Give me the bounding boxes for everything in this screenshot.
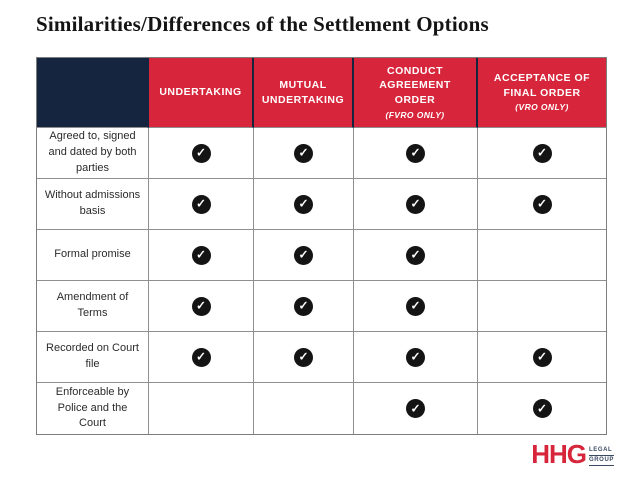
column-header-sublabel: (VRO ONLY) (515, 102, 569, 113)
table-cell: ✓ (254, 281, 354, 332)
check-icon: ✓ (191, 296, 211, 316)
column-header-mutual-undertaking: MUTUAL UNDERTAKING (254, 58, 354, 128)
check-icon: ✓ (191, 194, 211, 214)
check-icon: ✓ (294, 194, 313, 214)
table-cell: ✓ (478, 281, 606, 332)
row-label: Amendment of Terms (56, 291, 129, 319)
column-header-label: UNDERTAKING (159, 86, 242, 99)
check-icon: ✓ (532, 194, 552, 214)
check-icon: ✓ (406, 296, 425, 316)
column-header-label: MUTUAL UNDERTAKING (261, 78, 345, 106)
table-cell: ✓ (149, 179, 254, 230)
table-cell: ✓ (354, 281, 478, 332)
row-label: Without admissions basis (44, 189, 141, 217)
row-label: Enforceable by Police and the Court (55, 385, 130, 430)
column-header-acceptance-final-order: ACCEPTANCE OF FINAL ORDER (VRO ONLY) (478, 58, 606, 128)
check-icon: ✓ (532, 143, 552, 163)
check-icon: ✓ (294, 296, 313, 316)
column-header-sublabel: (FVRO ONLY) (385, 109, 445, 120)
table-cell: ✓ (354, 332, 478, 383)
row-label: Recorded on Court file (46, 342, 139, 370)
table-cell: ✓ (354, 230, 478, 281)
row-label: Formal promise (54, 248, 131, 261)
table-cell: ✓ (149, 332, 254, 383)
table-cell: ✓ (149, 383, 254, 434)
table-cell: ✓ (354, 128, 478, 179)
check-icon: ✓ (406, 347, 425, 367)
row-label-cell: Recorded on Court file (37, 332, 149, 383)
row-label: Agreed to, signed and dated by both part… (48, 130, 137, 174)
table-cell: ✓ (478, 128, 606, 179)
table-cell: ✓ (478, 332, 606, 383)
table-cell: ✓ (478, 230, 606, 281)
table-corner-cell (37, 58, 149, 128)
table-cell: ✓ (149, 230, 254, 281)
table-cell: ✓ (254, 332, 354, 383)
check-icon: ✓ (406, 245, 425, 265)
check-icon: ✓ (406, 194, 425, 214)
table-cell: ✓ (149, 128, 254, 179)
check-icon: ✓ (294, 245, 313, 265)
check-icon: ✓ (191, 245, 211, 265)
settlement-options-table: UNDERTAKING MUTUAL UNDERTAKING CONDUCT A… (36, 57, 607, 435)
row-label-cell: Amendment of Terms (37, 281, 149, 332)
check-icon: ✓ (191, 143, 211, 163)
column-header-label: ACCEPTANCE OF FINAL ORDER (493, 71, 591, 99)
logo-subtext-bottom: GROUP (588, 456, 614, 466)
check-icon: ✓ (406, 143, 425, 163)
check-icon: ✓ (406, 399, 425, 418)
check-icon: ✓ (532, 347, 552, 367)
table-cell: ✓ (149, 281, 254, 332)
row-label-cell: Without admissions basis (37, 179, 149, 230)
table-cell: ✓ (478, 383, 606, 434)
table-cell: ✓ (478, 179, 606, 230)
check-icon: ✓ (532, 399, 552, 418)
column-header-conduct-agreement-order: CONDUCT AGREEMENT ORDER (FVRO ONLY) (354, 58, 478, 128)
hhg-legal-group-logo: HHG LEGAL GROUP (531, 441, 614, 467)
logo-text: HHG (531, 439, 587, 469)
check-icon: ✓ (294, 143, 313, 163)
table-cell: ✓ (354, 383, 478, 434)
table-cell: ✓ (254, 230, 354, 281)
column-header-undertaking: UNDERTAKING (149, 58, 254, 128)
row-label-cell: Enforceable by Police and the Court (37, 383, 149, 434)
column-header-label: CONDUCT AGREEMENT ORDER (379, 64, 451, 106)
table-cell: ✓ (254, 383, 354, 434)
page-title: Similarities/Differences of the Settleme… (36, 12, 489, 36)
table-cell: ✓ (254, 128, 354, 179)
table-cell: ✓ (354, 179, 478, 230)
table-cell: ✓ (254, 179, 354, 230)
logo-subtext-top: LEGAL (588, 446, 614, 456)
check-icon: ✓ (191, 347, 211, 367)
check-icon: ✓ (294, 347, 313, 367)
logo-subtext: LEGAL GROUP (588, 446, 614, 466)
row-label-cell: Formal promise (37, 230, 149, 281)
row-label-cell: Agreed to, signed and dated by both part… (37, 128, 149, 179)
